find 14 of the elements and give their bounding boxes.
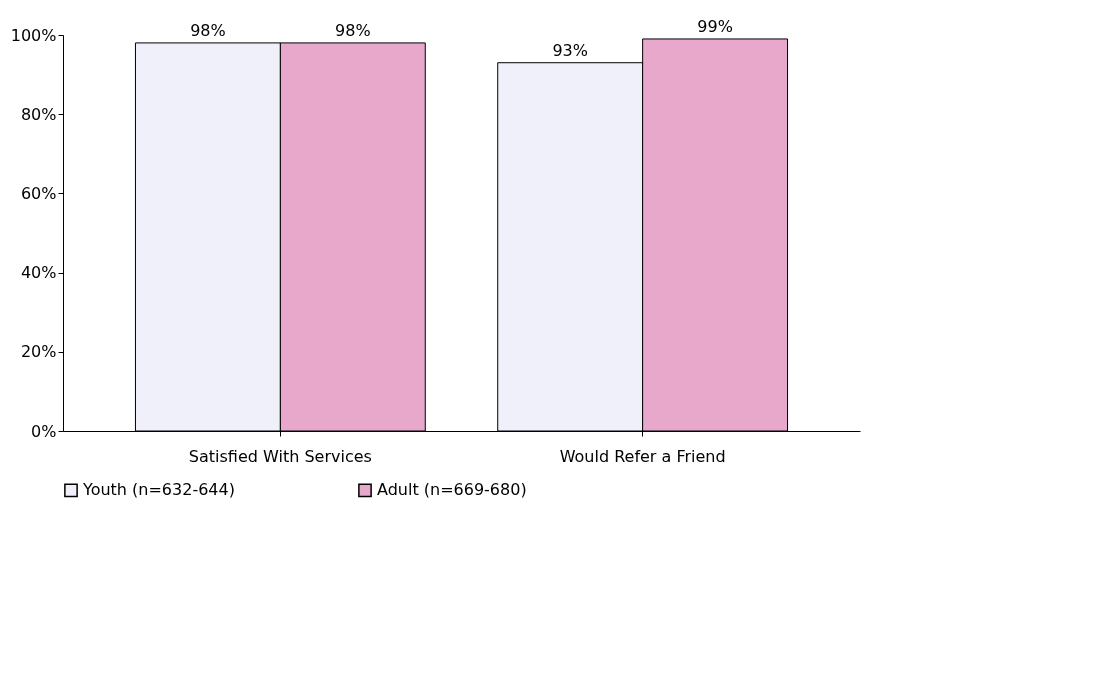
legend-label: Adult (n=669-680) (377, 480, 527, 500)
y-tick-label: 80% (20, 104, 57, 124)
text: 93% (552, 40, 588, 60)
y-tick-label: 0% (31, 421, 57, 441)
y-tick-label: 20% (20, 342, 57, 362)
x-tick-label: Would Refer a Friend (559, 446, 726, 466)
y-tick-label: 40% (20, 263, 57, 283)
text: 98% (335, 20, 371, 40)
y-tick-label: 60% (20, 183, 57, 203)
legend-label: Youth (n=632-644) (82, 480, 235, 500)
y-tick-label: 100% (10, 25, 57, 45)
text: 99% (697, 16, 733, 36)
text: 98% (190, 20, 226, 40)
x-tick-label: Satisfied With Services (188, 446, 372, 466)
